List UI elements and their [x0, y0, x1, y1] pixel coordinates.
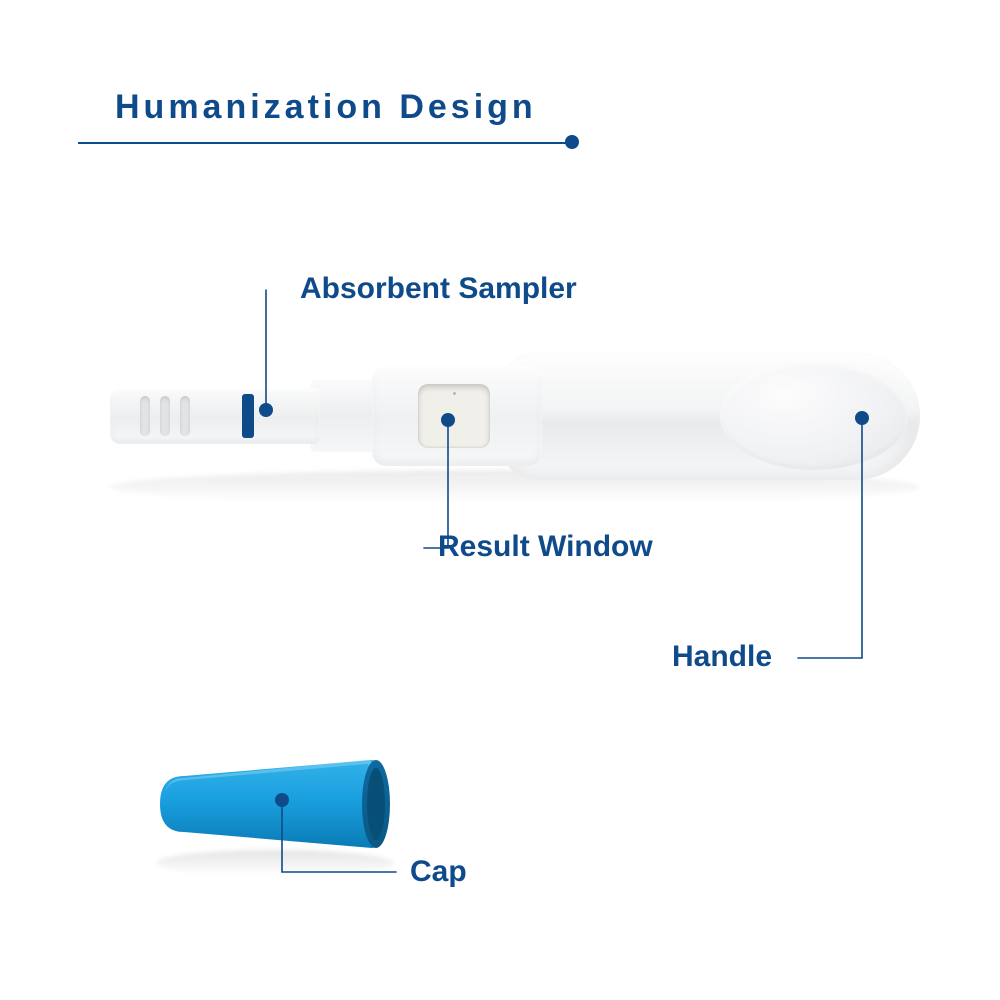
title-underline [78, 142, 572, 144]
page-title: Humanization Design [115, 88, 537, 127]
callout-dot-cap [275, 793, 289, 807]
sampler-slot [180, 396, 190, 436]
label-result-window: Result Window [438, 530, 653, 564]
sampler-slot [140, 396, 150, 436]
device-handle-grip [720, 362, 908, 470]
title-underline-dot [565, 135, 579, 149]
cap-reflection [156, 850, 394, 876]
sampler-stripe [242, 394, 254, 438]
callout-dot-sampler [259, 403, 273, 417]
infographic-stage: { "colors": { "brand": "#0f4a8a", "brand… [0, 0, 1000, 1000]
sampler-slot [160, 396, 170, 436]
label-cap: Cap [410, 855, 467, 889]
callout-dot-result [441, 413, 455, 427]
label-handle: Handle [672, 640, 772, 674]
callout-dot-handle [855, 411, 869, 425]
device-cap [156, 756, 394, 852]
label-absorbent-sampler: Absorbent Sampler [300, 272, 577, 306]
